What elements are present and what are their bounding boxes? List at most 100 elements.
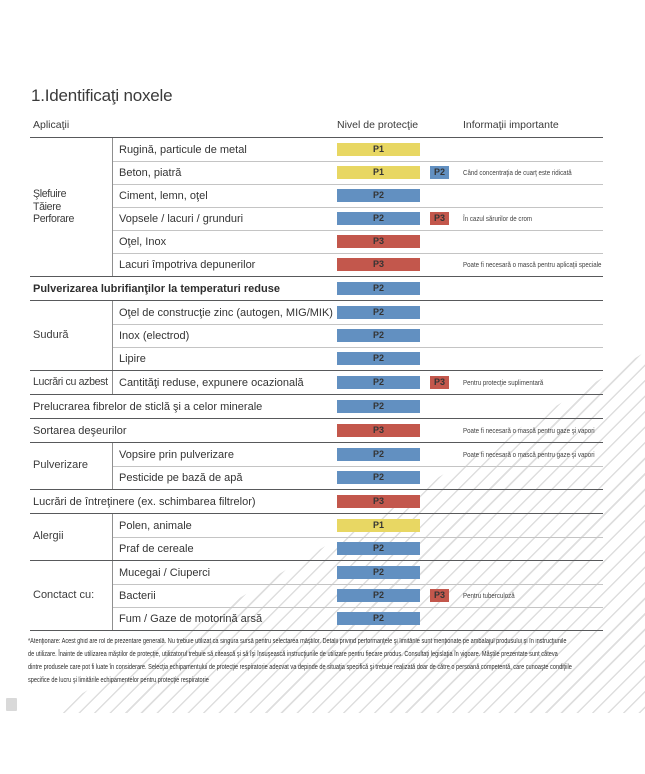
- table-row: Rugină, particule de metal: [113, 138, 603, 161]
- application-label: Lucrări de întreţinere (ex. schimbarea f…: [33, 495, 256, 508]
- secondary-protection-badge-p3: P3: [430, 376, 449, 389]
- footnote: *Atenţionare: Acest ghid are rol de prez…: [28, 635, 636, 687]
- column-header-applications: Aplicaţii: [33, 119, 70, 131]
- table-row: Vopsire prin pulverizare: [113, 443, 603, 466]
- application-label: Lacuri împotriva depunerilor: [119, 259, 256, 271]
- table-row: Pulverizarea lubrifianţilor la temperatu…: [30, 277, 603, 300]
- application-label: Oţel, Inox: [119, 236, 167, 248]
- protection-badge-p2: P2: [337, 282, 420, 295]
- application-label: Rugină, particule de metal: [119, 143, 247, 156]
- table-row: Bacterii: [113, 584, 603, 607]
- section-rows: Rugină, particule de metal Beton, piatră C…: [113, 138, 603, 276]
- section-rows: Pulverizarea lubrifianţilor la temperatu…: [30, 277, 603, 300]
- info-note: Poate fi necesară o mască pentru gaze şi…: [463, 426, 595, 435]
- section-rows: Prelucrarea fibrelor de sticlă şi a celo…: [30, 395, 603, 418]
- protection-badge-p2: P2: [337, 329, 420, 342]
- table-row: Vopsele / lacuri / grunduri: [113, 207, 603, 230]
- application-group-label: Lucrări cu azbest: [30, 371, 113, 394]
- application-group-label: Conctact cu:: [30, 561, 113, 630]
- protection-badge-p2: P2: [337, 471, 420, 484]
- table-row: Ciment, lemn, oţel: [113, 184, 603, 207]
- table-row: Lacuri împotriva depunerilor: [113, 253, 603, 276]
- footnote-line: specifice de lucru şi limitările echipam…: [28, 677, 209, 684]
- table-row: Pesticide pe bază de apă: [113, 466, 603, 489]
- column-header-protection-level: Nivel de protecţie: [337, 119, 419, 131]
- protection-badge-p3: P3: [337, 424, 420, 437]
- protection-badge-p3: P3: [337, 258, 420, 271]
- protection-badge-p1: P1: [337, 143, 420, 156]
- application-label: Sortarea deşeurilor: [33, 424, 127, 437]
- section-rows: Sortarea deşeurilor: [30, 419, 603, 442]
- table-section: Alergii P1 P2 Polen, animale Praf de cereale: [30, 514, 603, 561]
- protection-badge-p2: P2: [337, 306, 420, 319]
- application-label: Inox (electrod): [119, 330, 190, 342]
- table-section: P2 Pulverizarea lubrifianţilor la tempera…: [30, 277, 603, 301]
- info-note: Poate fi necesară o mască pentru gaze şi…: [463, 450, 595, 459]
- protection-badge-p2: P2: [337, 352, 420, 365]
- protection-badge-p3: P3: [337, 235, 420, 248]
- info-note: Pentru protecţie suplimentară: [463, 378, 544, 387]
- logo-mark: [6, 698, 17, 711]
- footnote-line: de utilizare. Înainte de utilizarea măşt…: [28, 651, 558, 658]
- table-section: P3 Lucrări de întreţinere (ex. schimbarea…: [30, 490, 603, 514]
- secondary-protection-badge-p3: P3: [430, 589, 449, 602]
- application-label: Vopsire prin pulverizare: [119, 448, 234, 461]
- section-rows: Oţel de construcţie zinc (autogen, MIG/M…: [113, 301, 603, 370]
- application-label: Pulverizarea lubrifianţilor la temperatu…: [33, 282, 280, 295]
- table-row: Oţel de construcţie zinc (autogen, MIG/M…: [113, 301, 603, 324]
- table-row: Praf de cereale: [113, 537, 603, 560]
- info-note: În cazul sărurilor de crom: [463, 214, 533, 223]
- table-row: Lipire: [113, 347, 603, 370]
- application-group-label: Alergii: [30, 514, 113, 560]
- application-label: Fum / Gaze de motorină arsă: [119, 613, 263, 625]
- protection-badge-p2: P2: [337, 212, 420, 225]
- section-rows: Vopsire prin pulverizare Pesticide pe baz…: [113, 443, 603, 489]
- section-rows: Lucrări de întreţinere (ex. schimbarea f…: [30, 490, 603, 513]
- application-label: Cantităţi reduse, expunere ocazională: [119, 376, 304, 389]
- application-label: Lipire: [119, 353, 146, 365]
- column-header-important-info: Informaţii importante: [463, 119, 559, 131]
- table-row: Polen, animale: [113, 514, 603, 537]
- table-section: Conctact cu: P2 P2 P3 Pentru tuberculoză P2 Mu…: [30, 561, 603, 631]
- table-section: Pulverizare P2 Poate fi necesară o mască p…: [30, 443, 603, 490]
- table-row: Oţel, Inox: [113, 230, 603, 253]
- protection-badge-p1: P1: [337, 166, 420, 179]
- application-label: Pesticide pe bază de apă: [119, 472, 243, 484]
- protection-badge-p2: P2: [337, 448, 420, 461]
- hazard-table: Şlefuire Tăiere Perforare P1 P1 P2 Când conc…: [30, 137, 603, 631]
- info-note: Când concentraţia de cuarţ este ridicată: [463, 168, 572, 177]
- application-label: Bacterii: [119, 590, 156, 602]
- section-rows: Polen, animale Praf de cereale: [113, 514, 603, 560]
- table-row: Sortarea deşeurilor: [30, 419, 603, 442]
- table-row: Beton, piatră: [113, 161, 603, 184]
- application-label: Mucegai / Ciuperci: [119, 566, 211, 579]
- section-rows: Mucegai / Ciuperci Bacterii Fum / Gaze de …: [113, 561, 603, 630]
- protection-badge-p2: P2: [337, 542, 420, 555]
- page-title: 1.Identificaţi noxele: [31, 86, 173, 105]
- protection-badge-p1: P1: [337, 519, 420, 532]
- protection-badge-p3: P3: [337, 495, 420, 508]
- protection-badge-p2: P2: [337, 376, 420, 389]
- table-row: Lucrări de întreţinere (ex. schimbarea f…: [30, 490, 603, 513]
- table-section: Sudură P2 P2 P2 Oţel de construcţie zinc (au…: [30, 301, 603, 371]
- table-row: Cantităţi reduse, expunere ocazională: [113, 371, 603, 394]
- secondary-protection-badge-p3: P3: [430, 212, 449, 225]
- protection-badge-p2: P2: [337, 589, 420, 602]
- application-label: Beton, piatră: [119, 167, 182, 179]
- footnote-line: dintre produsele care pot fi luate în co…: [28, 664, 572, 671]
- table-section: P2 Prelucrarea fibrelor de sticlă şi a ce…: [30, 395, 603, 419]
- application-group-label: Sudură: [30, 301, 113, 370]
- section-rows: Cantităţi reduse, expunere ocazională: [113, 371, 603, 394]
- table-row: Inox (electrod): [113, 324, 603, 347]
- protection-badge-p2: P2: [337, 400, 420, 413]
- application-label: Oţel de construcţie zinc (autogen, MIG/M…: [119, 306, 333, 319]
- application-label: Praf de cereale: [119, 543, 194, 555]
- protection-badge-p2: P2: [337, 189, 420, 202]
- application-label: Vopsele / lacuri / grunduri: [119, 213, 244, 225]
- application-group-label: Şlefuire Tăiere Perforare: [30, 138, 113, 276]
- info-note: Pentru tuberculoză: [463, 591, 515, 600]
- table-row: Fum / Gaze de motorină arsă: [113, 607, 603, 630]
- table-row: Mucegai / Ciuperci: [113, 561, 603, 584]
- application-label: Ciment, lemn, oţel: [119, 190, 208, 202]
